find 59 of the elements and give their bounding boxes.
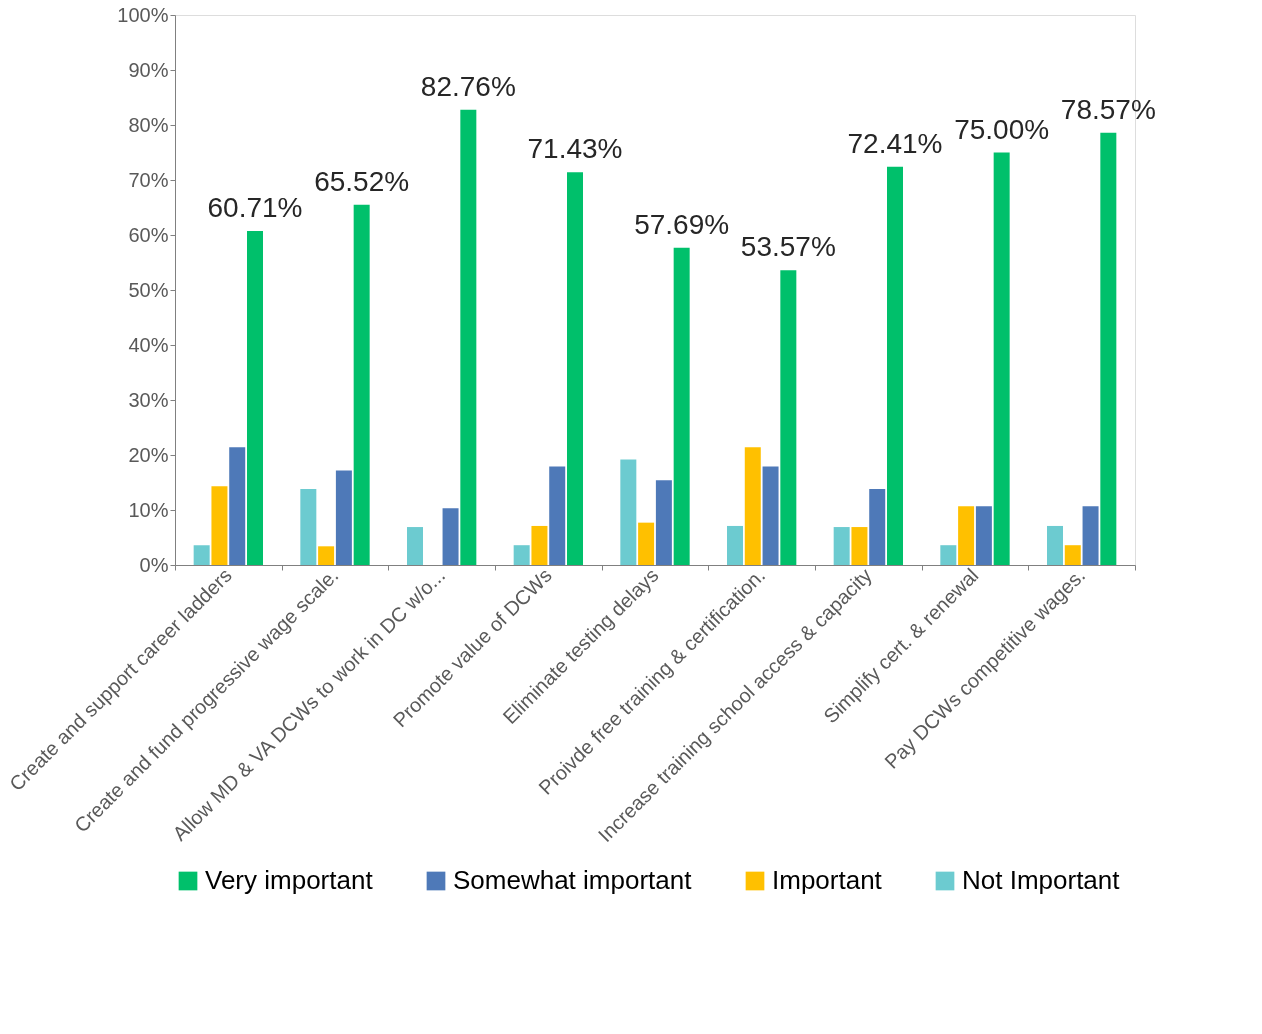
bar <box>531 525 548 565</box>
legend-label: Not Important <box>962 865 1121 895</box>
bar <box>744 447 761 565</box>
y-tick-label: 10% <box>128 498 169 521</box>
legend-label: Very important <box>205 865 374 895</box>
y-tick-label: 50% <box>128 278 169 301</box>
bar <box>638 522 655 565</box>
bar <box>229 447 246 565</box>
y-tick-label: 60% <box>128 223 169 246</box>
y-tick-label: 80% <box>128 113 169 136</box>
data-label: 72.41% <box>847 127 943 159</box>
bar <box>247 231 263 565</box>
bar <box>993 152 1010 565</box>
bar <box>762 466 779 565</box>
bar <box>211 486 228 565</box>
bar <box>780 270 797 565</box>
y-tick-label: 70% <box>128 168 169 191</box>
bar <box>300 489 317 565</box>
bar <box>353 204 370 565</box>
data-label: 75.00% <box>954 113 1050 145</box>
data-label: 53.57% <box>740 231 836 263</box>
y-tick-label: 30% <box>128 388 169 411</box>
bar <box>193 545 210 565</box>
bar <box>958 506 975 565</box>
bar <box>1082 506 1099 565</box>
data-label: 65.52% <box>314 165 410 197</box>
bar <box>513 545 530 565</box>
bar <box>851 527 868 565</box>
data-label: 71.43% <box>527 133 623 165</box>
bar <box>1064 545 1081 565</box>
bar <box>887 166 903 565</box>
bar <box>318 546 335 565</box>
bar <box>1047 525 1063 565</box>
bar <box>407 527 423 565</box>
bar <box>442 508 459 565</box>
legend-label: Important <box>772 865 883 895</box>
y-tick-label: 100% <box>117 3 169 26</box>
bar <box>1100 132 1117 565</box>
data-label: 57.69% <box>634 208 730 240</box>
bar <box>335 470 352 565</box>
y-tick-label: 0% <box>139 553 169 576</box>
bar <box>620 459 637 565</box>
bar <box>869 489 886 565</box>
bar <box>940 545 957 565</box>
y-tick-label: 40% <box>128 333 169 356</box>
bar <box>727 525 743 565</box>
bar <box>673 247 690 565</box>
bar <box>975 506 992 565</box>
y-tick-label: 20% <box>128 443 169 466</box>
bar <box>655 480 672 565</box>
data-label: 82.76% <box>420 70 516 102</box>
data-label: 60.71% <box>207 192 303 224</box>
y-tick-label: 90% <box>128 58 169 81</box>
bar <box>549 466 566 565</box>
legend-label: Somewhat important <box>453 865 693 895</box>
bar <box>833 527 850 565</box>
bar <box>460 109 477 565</box>
data-label: 78.57% <box>1060 93 1156 125</box>
bar <box>567 172 583 565</box>
